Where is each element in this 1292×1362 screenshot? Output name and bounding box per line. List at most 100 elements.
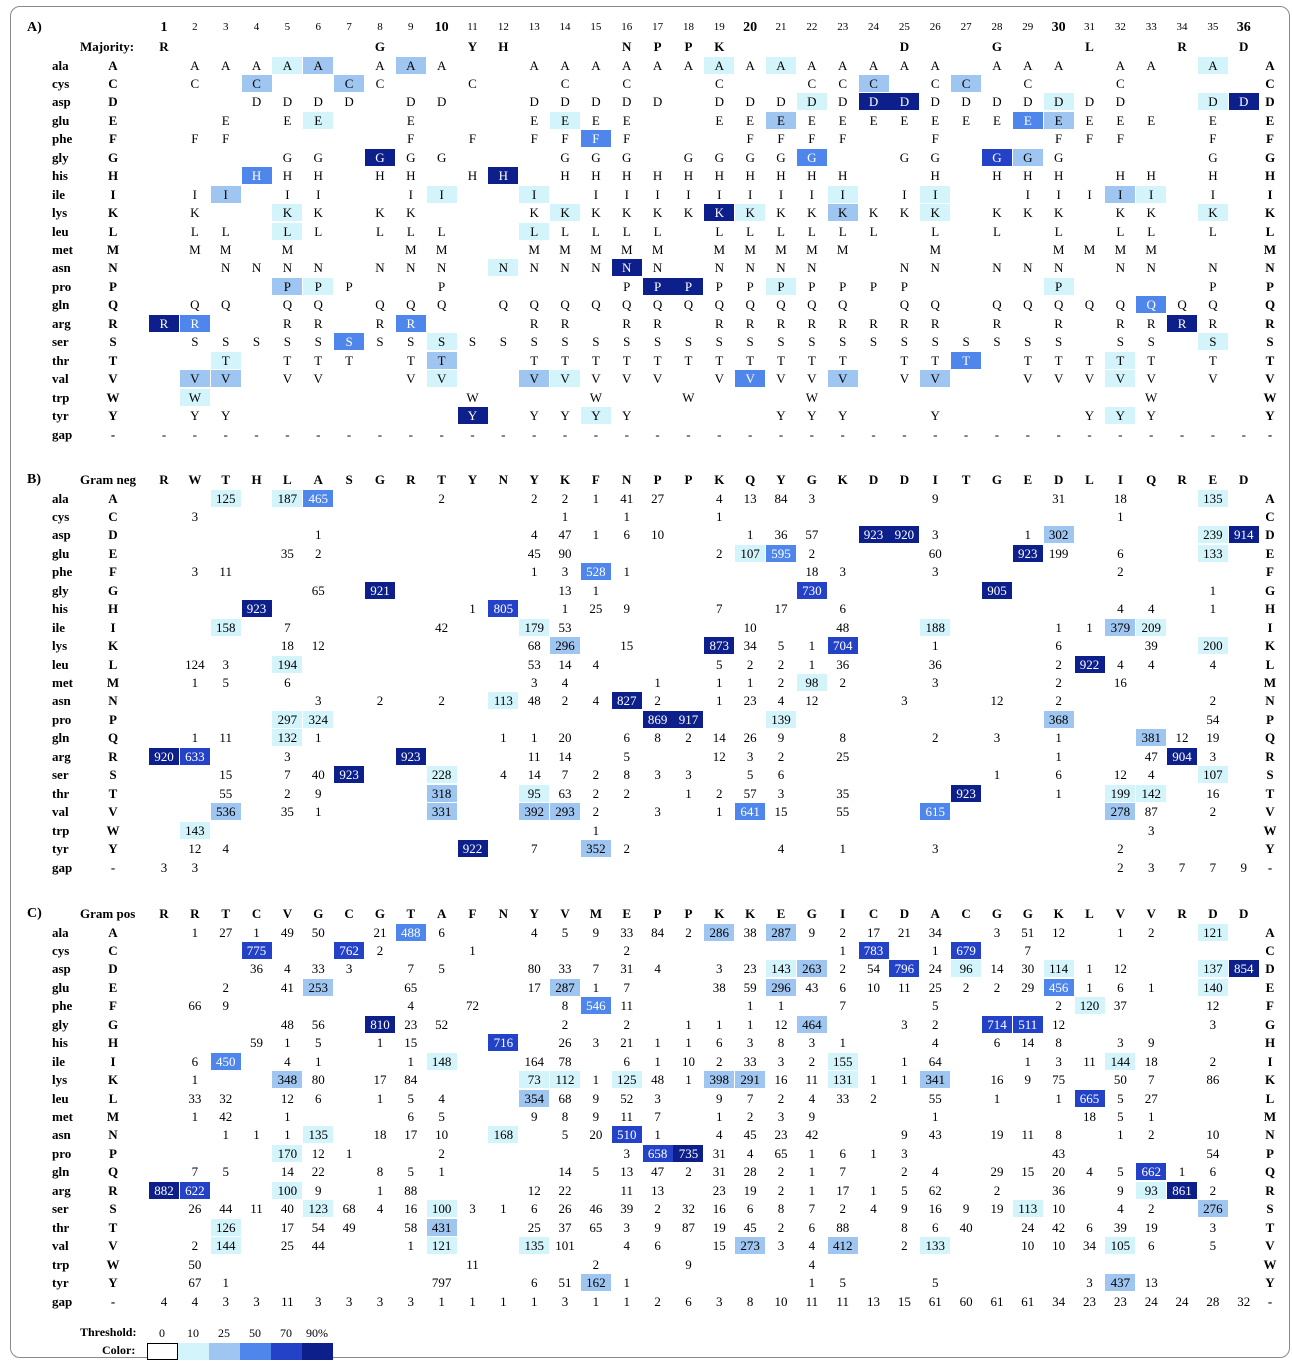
- position-number: 18: [682, 21, 694, 33]
- cell: 2: [777, 675, 785, 690]
- cell: 1: [777, 998, 785, 1014]
- row-letter-right: C: [1265, 75, 1275, 91]
- cell: 3: [1117, 1035, 1124, 1051]
- cell: 3: [746, 1035, 754, 1051]
- cell: A: [899, 57, 910, 73]
- row-label-gap: gap: [52, 426, 73, 442]
- cell: 1: [870, 1182, 877, 1198]
- cell: T: [951, 351, 982, 369]
- cell: M: [620, 242, 633, 257]
- cell: 61: [928, 1293, 942, 1309]
- cell: 5: [561, 1127, 569, 1143]
- majority-residue: D: [899, 39, 910, 54]
- cell: 11: [620, 998, 634, 1014]
- position-number: 36: [1236, 20, 1251, 35]
- cell: 4: [191, 1293, 199, 1309]
- cell: 164: [524, 1053, 544, 1069]
- cell: G: [776, 149, 786, 165]
- cell: D: [529, 94, 539, 110]
- cell: L: [869, 223, 878, 239]
- row-letter-left: A: [108, 924, 118, 940]
- cell: 7: [592, 961, 600, 977]
- cell: L: [437, 223, 446, 239]
- cell: 45: [743, 1219, 757, 1235]
- cell: 456: [1043, 978, 1074, 996]
- cell: C: [241, 74, 272, 92]
- cell: 3: [777, 1053, 785, 1069]
- row-letter-right: W: [1263, 1256, 1277, 1272]
- cell: 12: [1052, 1016, 1066, 1032]
- cell: 15: [712, 1238, 726, 1254]
- cell: 88: [836, 1219, 850, 1235]
- cell: 8: [777, 1035, 785, 1051]
- cell: P: [900, 278, 908, 294]
- cell: R: [714, 315, 724, 331]
- cell: T: [1085, 352, 1094, 368]
- row-letter-right: G: [1264, 1016, 1276, 1032]
- cell: 3: [654, 767, 661, 783]
- cell: A: [190, 57, 200, 73]
- cell: C: [622, 75, 632, 91]
- cell: 1: [191, 1109, 199, 1124]
- cell: I: [316, 186, 321, 202]
- row-letter-left: Y: [108, 841, 118, 857]
- cell: N: [1023, 260, 1033, 276]
- position-number: 27: [960, 21, 972, 33]
- cell: 827: [611, 692, 642, 710]
- row-letter-right: S: [1266, 334, 1274, 350]
- cell: 2: [685, 924, 692, 940]
- row-label-cys: cys: [52, 508, 70, 524]
- cell: 5: [561, 924, 569, 940]
- cell: 354: [519, 1089, 550, 1107]
- cell: 5: [1117, 1164, 1124, 1180]
- cell: L: [622, 223, 631, 239]
- row-letter-right: T: [1265, 1219, 1275, 1235]
- cell: 1: [1086, 961, 1093, 977]
- cell: G: [591, 149, 601, 165]
- cell: 2: [839, 924, 846, 940]
- cell: 16: [990, 1072, 1004, 1088]
- consensus-residue: L: [1085, 472, 1094, 487]
- cell: H: [930, 168, 940, 184]
- row-letter-left: C: [108, 942, 118, 958]
- cell: A: [1023, 57, 1033, 73]
- row-letter-left: K: [107, 638, 119, 654]
- cell: C: [190, 75, 200, 91]
- cell: 7: [746, 1090, 754, 1106]
- cell: 3: [1209, 1219, 1217, 1235]
- cell: 3: [1055, 1053, 1062, 1069]
- cell: K: [406, 205, 416, 221]
- consensus-residue: V: [1115, 906, 1126, 921]
- cell: -: [377, 426, 383, 442]
- cell: R: [395, 314, 426, 332]
- cell: 8: [376, 1164, 384, 1180]
- cell: -: [285, 426, 290, 442]
- cell: 2: [1055, 675, 1062, 690]
- cell: 2: [777, 748, 785, 764]
- cell: 16: [774, 1072, 788, 1088]
- cell: 3: [1147, 822, 1155, 838]
- position-number: 29: [1022, 21, 1034, 33]
- cell: 12: [805, 693, 819, 709]
- position-number: 19: [713, 21, 725, 33]
- cell: M: [651, 242, 664, 257]
- cell: L: [746, 223, 755, 239]
- cell: 291: [735, 1071, 766, 1089]
- cell: 4: [222, 841, 229, 857]
- consensus-residue: Y: [467, 472, 478, 487]
- cell: G: [406, 149, 416, 165]
- cell: N: [745, 260, 755, 276]
- cell: 12: [527, 1182, 541, 1198]
- cell: 6: [932, 1219, 939, 1235]
- consensus-residue: G: [806, 906, 817, 921]
- cell: 51: [1021, 924, 1035, 940]
- cell: T: [591, 352, 600, 368]
- cell: 3: [284, 748, 291, 764]
- cell: 40: [311, 767, 325, 783]
- cell: 9: [685, 1256, 692, 1272]
- row-letter-right: L: [1265, 1090, 1275, 1106]
- cell: 6: [623, 527, 631, 543]
- cell: 287: [766, 923, 796, 941]
- cell: 2: [376, 942, 384, 958]
- cell: L: [190, 223, 199, 239]
